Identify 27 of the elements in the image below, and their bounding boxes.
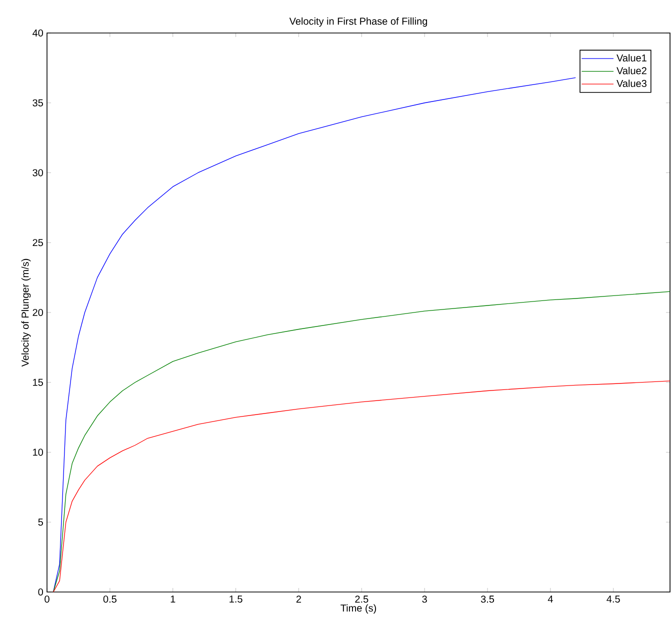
x-tick-label: 4.5 [606, 596, 620, 603]
x-tick-label: 3.5 [480, 596, 494, 603]
x-tick-label: 3 [422, 596, 427, 603]
chart-title: Velocity in First Phase of Filling [289, 17, 428, 27]
x-axis-title: Time (s) [340, 604, 376, 614]
legend-label: Value1 [616, 54, 646, 62]
y-tick-label: 35 [32, 99, 43, 106]
x-tick-label: 0.5 [103, 596, 116, 603]
y-tick-label: 15 [33, 378, 43, 386]
x-tick-label: 2.5 [355, 596, 368, 603]
y-axis-title: Velocity of Plunger (m/s) [21, 258, 31, 367]
legend-label: Value2 [616, 66, 646, 74]
x-tick-label: 1.5 [230, 596, 242, 603]
legend-label: Value3 [616, 80, 646, 88]
x-tick-label: 0 [44, 596, 50, 603]
y-tick-label: 5 [38, 518, 43, 526]
line-series [52, 291, 670, 592]
y-tick-label: 20 [32, 308, 44, 316]
line-series [52, 77, 576, 592]
y-tick-label: 25 [32, 239, 43, 246]
x-tick-label: 2 [296, 596, 301, 603]
y-tick-label: 40 [32, 29, 44, 37]
y-tick-label: 10 [33, 448, 44, 456]
y-tick-label: 0 [38, 588, 44, 596]
x-tick-label: 1 [170, 596, 176, 602]
y-tick-label: 30 [32, 169, 44, 176]
x-tick-label: 4 [548, 596, 553, 602]
